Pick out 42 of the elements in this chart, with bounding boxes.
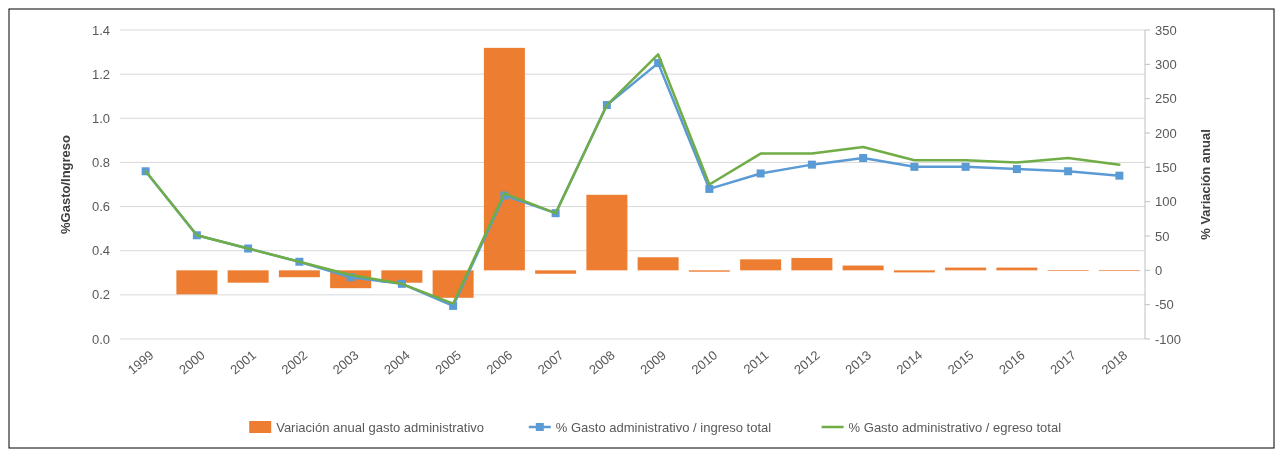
bar xyxy=(637,257,679,271)
bar xyxy=(535,270,577,274)
y-tick-label: 0.4 xyxy=(91,243,110,259)
y-tick-label: 1.0 xyxy=(91,110,110,126)
legend-label: % Gasto administrativo / ingreso total xyxy=(555,419,772,435)
point xyxy=(1115,171,1124,180)
point xyxy=(705,184,714,193)
point xyxy=(859,154,868,163)
point xyxy=(910,162,919,171)
y2-tick-label: 200 xyxy=(1155,125,1177,141)
bar xyxy=(176,270,218,295)
bar xyxy=(278,270,320,278)
y2-tick-label: 300 xyxy=(1155,56,1177,72)
y2-tick-label: -50 xyxy=(1155,297,1174,313)
y-tick-label: 1.2 xyxy=(91,66,110,82)
y2-axis-title: % Variación anual xyxy=(1198,129,1213,240)
bar xyxy=(893,270,935,273)
y-tick-label: 0.6 xyxy=(91,199,110,215)
y-tick-label: 0.0 xyxy=(91,331,110,347)
y-axis-title: %Gasto/Ingreso xyxy=(58,134,73,234)
bar xyxy=(586,194,628,271)
y-tick-label: 0.2 xyxy=(91,287,110,303)
point xyxy=(961,162,970,171)
y2-tick-label: 100 xyxy=(1155,194,1177,210)
y2-tick-label: 50 xyxy=(1155,228,1170,244)
bar xyxy=(740,259,782,271)
y-tick-label: 0.8 xyxy=(91,154,110,170)
legend-label: Variación anual gasto administrativo xyxy=(276,419,485,435)
point xyxy=(756,169,765,178)
bar xyxy=(227,270,269,283)
point xyxy=(1064,167,1073,176)
y2-tick-label: 150 xyxy=(1155,159,1177,175)
y2-tick-label: 250 xyxy=(1155,91,1177,107)
point xyxy=(807,160,816,169)
bar xyxy=(483,47,525,271)
point xyxy=(1012,165,1021,174)
bar xyxy=(791,257,833,271)
legend-label: % Gasto administrativo / egreso total xyxy=(848,419,1062,435)
y2-tick-label: 0 xyxy=(1155,262,1163,278)
y2-tick-label: 350 xyxy=(1155,22,1177,38)
y2-tick-label: -100 xyxy=(1155,331,1182,347)
y-tick-label: 1.4 xyxy=(91,22,110,38)
